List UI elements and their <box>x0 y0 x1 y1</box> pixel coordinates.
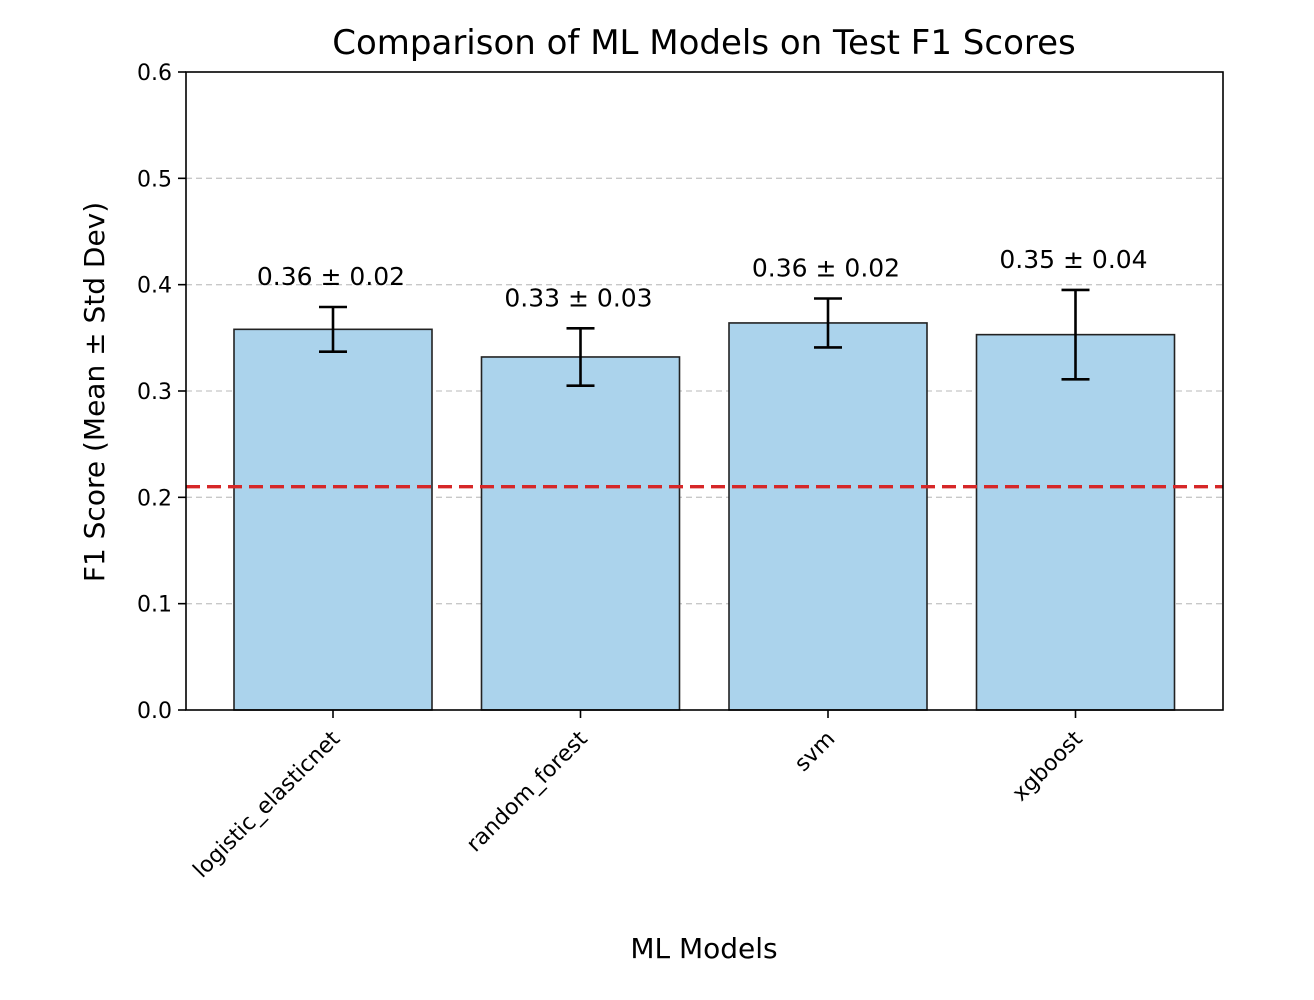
x-axis-label: ML Models <box>630 932 777 965</box>
y-axis-ticks: 0.0 0.1 0.2 0.3 0.4 0.5 0.6 <box>137 61 186 724</box>
y-axis-label: F1 Score (Mean ± Std Dev) <box>78 202 111 582</box>
bar <box>975 333 1176 711</box>
x-axis-ticks: logistic_elasticnet random_forest svm xgboo… <box>189 710 1088 883</box>
x-tick-label: random_forest <box>462 726 593 857</box>
y-tick-label: 0.6 <box>137 61 172 86</box>
bar <box>480 356 681 711</box>
x-tick-label: logistic_elasticnet <box>189 726 346 883</box>
bar-value-label: 0.35 ± 0.04 <box>999 245 1147 274</box>
y-tick-label: 0.4 <box>137 274 172 299</box>
x-tick-label: xgboost <box>1008 726 1088 806</box>
y-tick-label: 0.5 <box>137 167 172 192</box>
x-tick-label: svm <box>790 727 840 777</box>
bar-value-label: 0.36 ± 0.02 <box>752 253 900 282</box>
y-tick-label: 0.2 <box>137 486 172 511</box>
bar-value-label: 0.36 ± 0.02 <box>257 262 405 291</box>
bar <box>728 322 928 711</box>
bar <box>233 328 433 711</box>
bar-layer <box>233 322 1176 711</box>
y-tick-label: 0.1 <box>137 593 172 618</box>
y-tick-label: 0.0 <box>137 699 172 724</box>
error-bar-layer <box>319 288 1090 387</box>
chart-title: Comparison of ML Models on Test F1 Score… <box>332 23 1076 63</box>
bar-label-layer: 0.36 ± 0.02 0.33 ± 0.03 0.36 ± 0.02 0.35 ± … <box>257 245 1148 312</box>
y-tick-label: 0.3 <box>137 380 172 405</box>
bar-value-label: 0.33 ± 0.03 <box>504 283 652 312</box>
